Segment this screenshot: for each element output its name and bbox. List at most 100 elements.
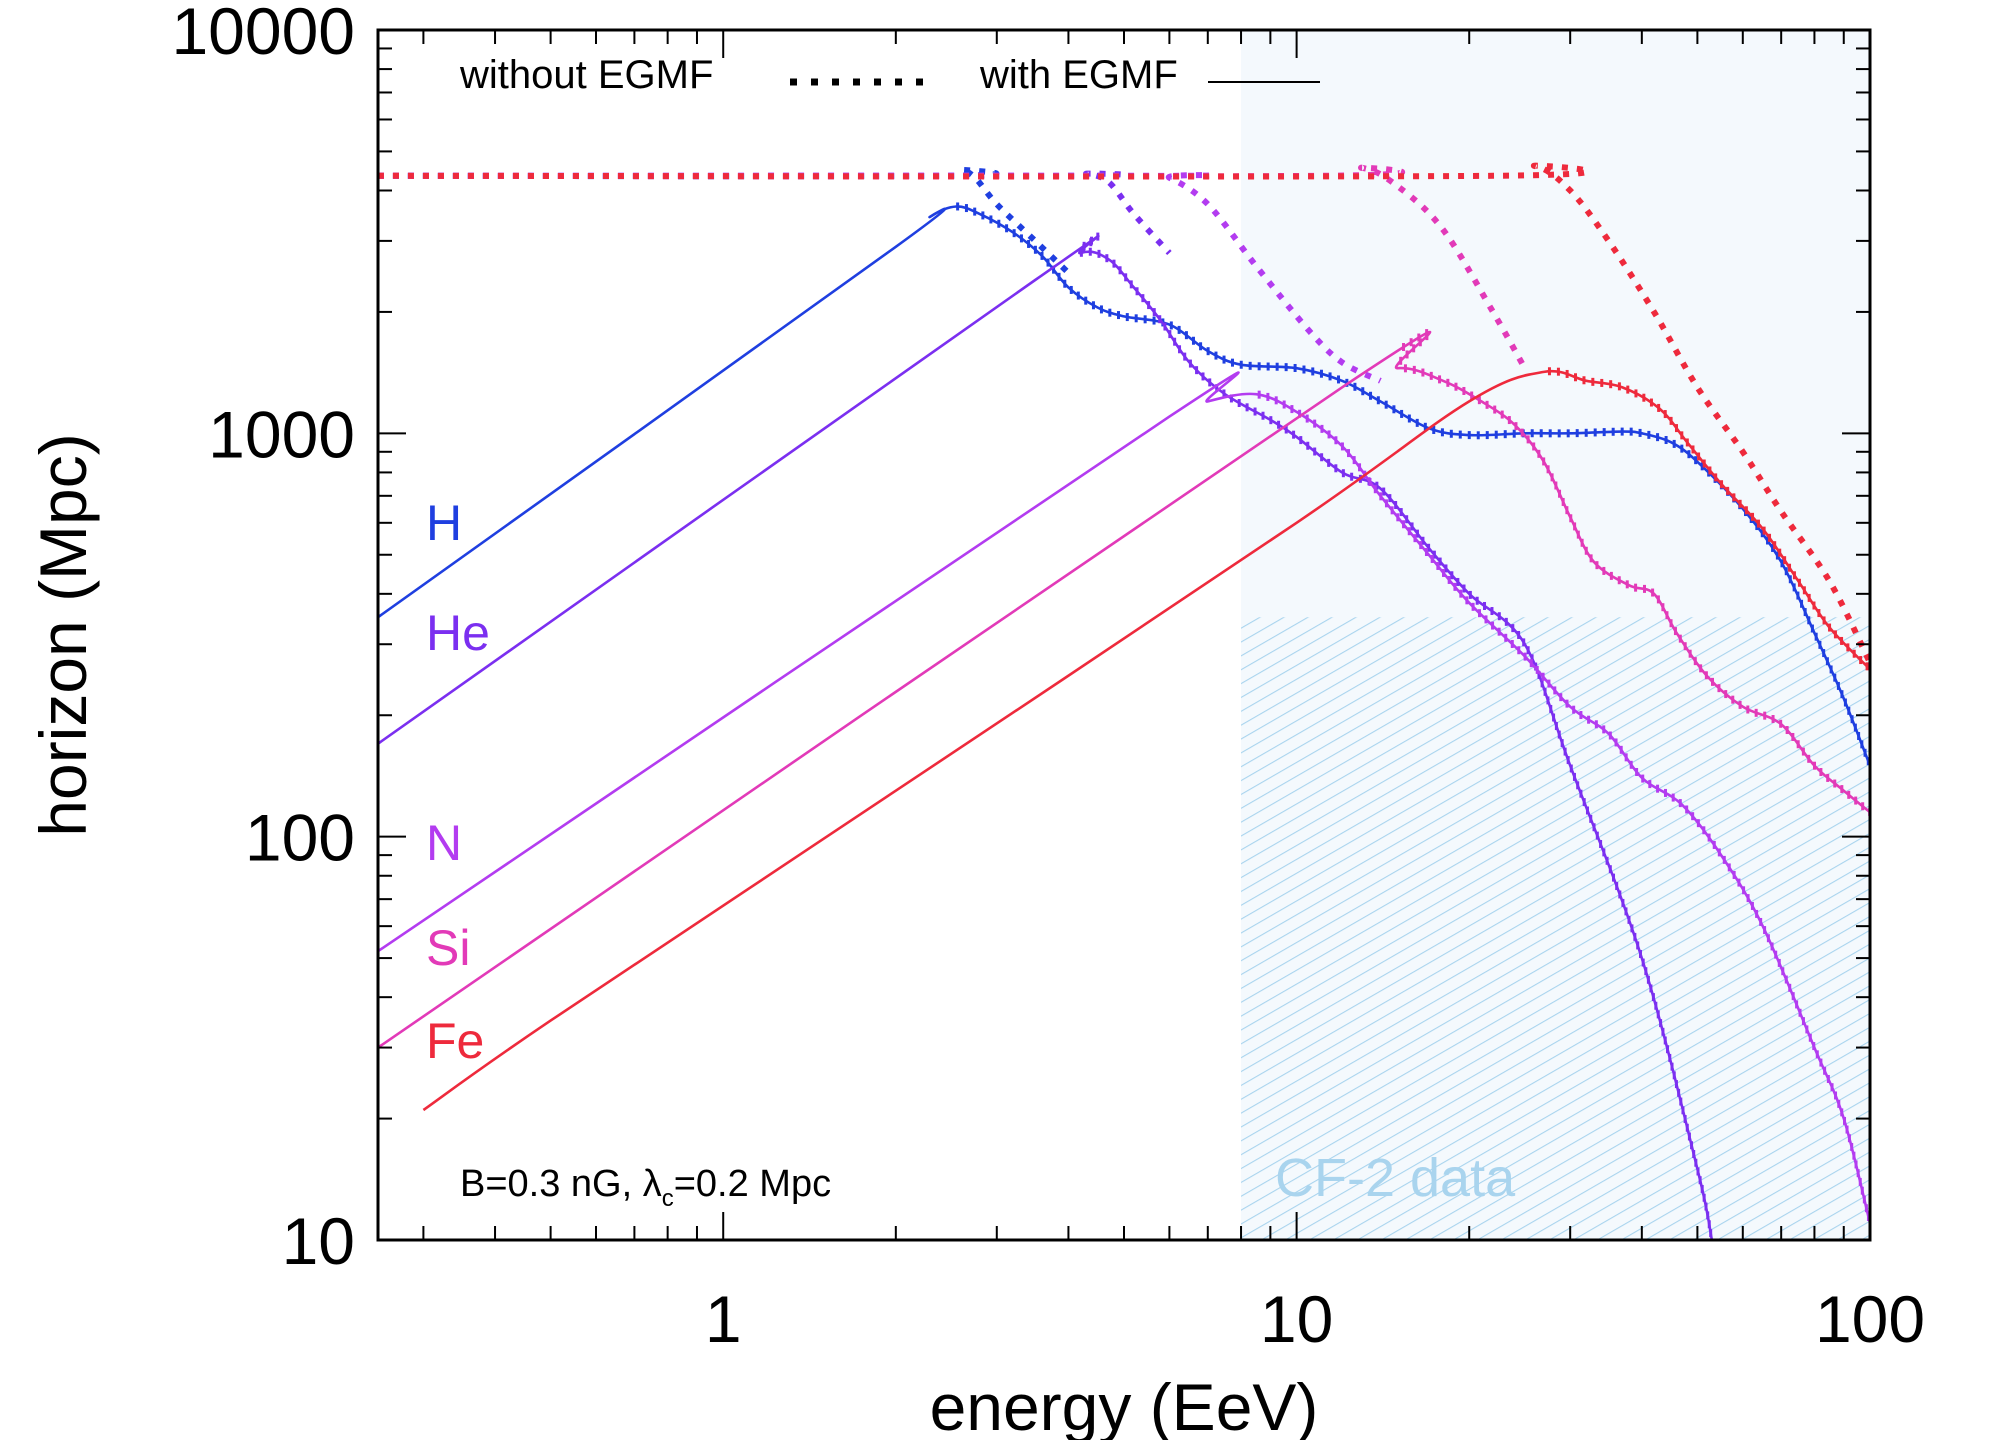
series-he-markers bbox=[1079, 232, 1713, 1238]
series-fe-marker bbox=[1669, 416, 1673, 425]
series-si-marker bbox=[1861, 802, 1865, 811]
series-si-marker bbox=[1656, 595, 1660, 604]
series-he-marker bbox=[1079, 248, 1083, 257]
series-fe-marker bbox=[1822, 616, 1826, 625]
series-h-marker bbox=[1134, 314, 1138, 323]
series-si-marker bbox=[1724, 690, 1728, 699]
param-text: B=0.3 nG, λ bbox=[460, 1163, 662, 1205]
series-h-marker bbox=[1407, 414, 1411, 423]
series-n-marker bbox=[1746, 894, 1750, 903]
series-h-marker bbox=[1771, 543, 1775, 552]
series-n-marker bbox=[1766, 934, 1770, 943]
series-n-marker bbox=[1572, 705, 1576, 714]
series-he-marker bbox=[1269, 416, 1273, 425]
series-he-marker bbox=[1245, 403, 1249, 412]
series-h-marker bbox=[1117, 311, 1121, 320]
series-fe-marker bbox=[1565, 369, 1569, 378]
series-n-marker bbox=[1465, 596, 1469, 605]
series-he-marker bbox=[1450, 571, 1454, 580]
series-si-marker bbox=[1554, 481, 1558, 490]
series-si-marker bbox=[1683, 642, 1687, 651]
series-fe-marker bbox=[1833, 630, 1837, 639]
series-he-marker bbox=[1421, 536, 1425, 545]
series-n-marker bbox=[1535, 665, 1539, 674]
series-fe-marker bbox=[1778, 548, 1782, 557]
series-h-without-egmf bbox=[378, 166, 1071, 275]
series-he-marker bbox=[1563, 747, 1567, 756]
series-si-marker bbox=[1704, 671, 1708, 680]
series-fe-marker bbox=[1756, 519, 1760, 528]
series-h-marker bbox=[1602, 428, 1606, 437]
series-si-marker bbox=[1417, 333, 1421, 342]
series-h-marker bbox=[1063, 279, 1067, 288]
series-n-marker bbox=[1407, 527, 1411, 536]
series-n-marker bbox=[1737, 878, 1741, 887]
series-si-marker bbox=[1576, 530, 1580, 539]
series-n-marker bbox=[1823, 1066, 1827, 1075]
x-tick-label: 10 bbox=[1260, 1282, 1333, 1356]
series-h-marker bbox=[1369, 391, 1373, 400]
series-he-marker bbox=[1569, 764, 1573, 773]
series-he-marker bbox=[1549, 704, 1553, 713]
series-n-marker bbox=[1447, 575, 1451, 584]
series-si-marker bbox=[1779, 719, 1783, 728]
series-fe-marker bbox=[1865, 662, 1869, 671]
series-he-marker bbox=[1696, 1167, 1700, 1176]
series-n-marker bbox=[1795, 1000, 1799, 1009]
series-fe-marker bbox=[1657, 403, 1661, 412]
series-h-marker bbox=[1099, 305, 1103, 314]
series-h-marker bbox=[1829, 665, 1833, 674]
series-h-marker bbox=[1566, 429, 1570, 438]
series-n-marker bbox=[1497, 627, 1501, 636]
series-he-marker bbox=[1656, 1010, 1660, 1019]
series-he-marker bbox=[1341, 469, 1345, 478]
series-h-marker bbox=[1266, 362, 1270, 371]
series-fe-marker bbox=[1674, 424, 1678, 433]
series-h-marker bbox=[1620, 427, 1624, 436]
series-n-marker bbox=[1858, 1177, 1862, 1186]
series-si-marker bbox=[1446, 378, 1450, 387]
x-tick-label: 100 bbox=[1815, 1282, 1925, 1356]
series-n-marker bbox=[1702, 826, 1706, 835]
series-n-marker bbox=[1290, 405, 1294, 414]
series-he-marker bbox=[1630, 924, 1634, 933]
series-labels: H He N Si Fe bbox=[426, 495, 490, 1069]
series-h-marker bbox=[1033, 245, 1037, 254]
series-he-marker bbox=[1504, 617, 1508, 626]
series-fe-marker bbox=[1788, 563, 1792, 572]
series-n-marker bbox=[1424, 548, 1428, 557]
series-he-marker bbox=[1517, 630, 1521, 639]
series-si-marker bbox=[1738, 700, 1742, 709]
series-he-marker bbox=[1633, 932, 1637, 941]
series-n-marker bbox=[1696, 819, 1700, 828]
series-h-marker bbox=[1512, 429, 1516, 438]
series-he-marker bbox=[1306, 441, 1310, 450]
series-h-marker bbox=[1392, 405, 1396, 414]
series-h-marker bbox=[1784, 567, 1788, 576]
series-n-marker bbox=[1866, 1212, 1870, 1221]
series-h-marker bbox=[1593, 428, 1597, 437]
series-h-marker bbox=[1328, 372, 1332, 381]
series-h-marker bbox=[1539, 429, 1543, 438]
series-n-marker bbox=[1727, 863, 1731, 872]
series-h-marker bbox=[1458, 430, 1462, 439]
series-he-marker bbox=[1700, 1184, 1704, 1193]
series-he-marker bbox=[1089, 238, 1093, 247]
series-h-marker bbox=[1302, 365, 1306, 374]
series-he-marker bbox=[1672, 1071, 1676, 1080]
series-fe-marker bbox=[1697, 452, 1701, 461]
series-h-marker bbox=[1376, 396, 1380, 405]
series-he-marker bbox=[1497, 612, 1501, 621]
series-he-marker bbox=[1097, 249, 1101, 258]
series-h-marker bbox=[1284, 363, 1288, 372]
series-h-marker bbox=[1432, 425, 1436, 434]
series-h-marker bbox=[1629, 427, 1633, 436]
series-h-marker bbox=[1222, 355, 1226, 364]
series-si-marker bbox=[1493, 405, 1497, 414]
series-n-marker bbox=[1282, 400, 1286, 409]
series-h-marker bbox=[1818, 640, 1822, 649]
series-si-marker bbox=[1847, 790, 1851, 799]
series-si-marker bbox=[1602, 566, 1606, 575]
series-fe-marker bbox=[1680, 431, 1684, 440]
series-si-marker bbox=[1584, 546, 1588, 555]
